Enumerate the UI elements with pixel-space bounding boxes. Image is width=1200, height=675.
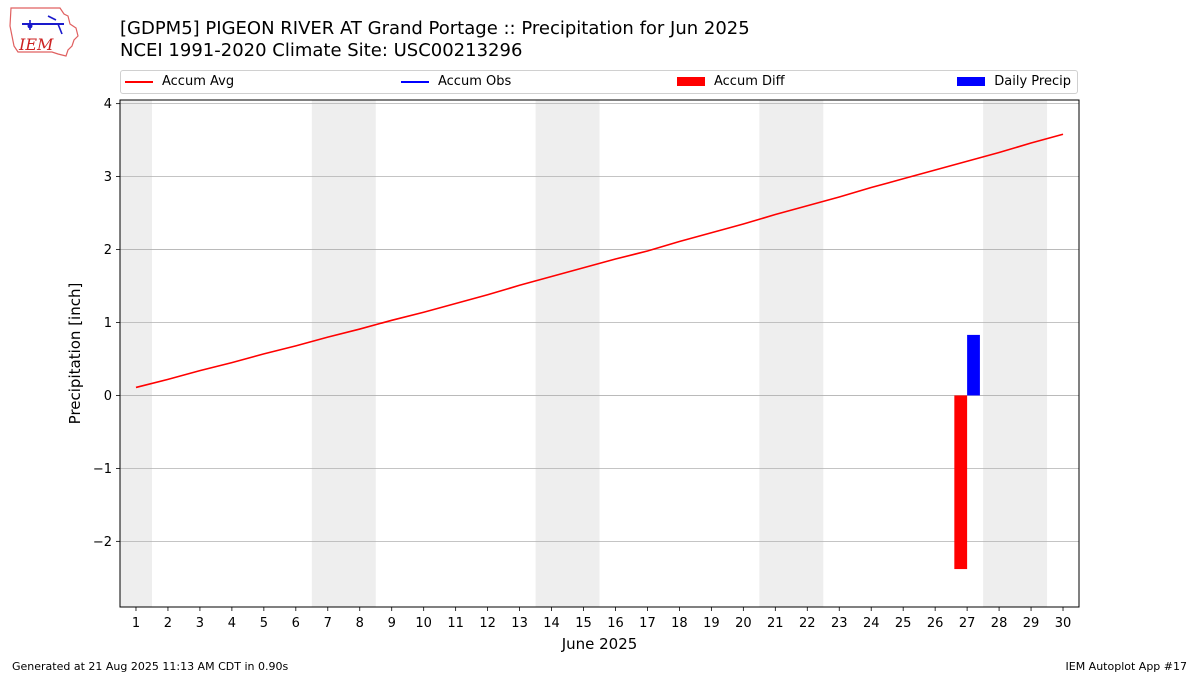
- x-tick-label: 6: [292, 616, 300, 631]
- x-tick-label: 27: [959, 616, 976, 631]
- x-tick-label: 17: [639, 616, 656, 631]
- chart-title-line1: [GDPM5] PIGEON RIVER AT Grand Portage ::…: [120, 18, 750, 39]
- x-tick-label: 4: [228, 616, 236, 631]
- x-tick-label: 12: [479, 616, 496, 631]
- legend-item-accum-diff: Accum Diff: [677, 74, 785, 89]
- legend-item-accum-obs: Accum Obs: [401, 74, 511, 89]
- x-tick-label: 23: [831, 616, 848, 631]
- weekend-shading: [120, 100, 152, 607]
- iem-logo: IEM: [9, 7, 79, 57]
- x-tick-label: 3: [196, 616, 204, 631]
- legend-label: Accum Obs: [438, 74, 512, 89]
- chart-legend: Accum Avg Accum Obs Accum Diff Daily Precip: [120, 70, 1078, 94]
- legend-swatch: [125, 80, 153, 83]
- x-tick-label: 22: [799, 616, 816, 631]
- plot-frame: [119, 99, 1080, 608]
- x-tick-label: 11: [447, 616, 464, 631]
- x-tick-label: 25: [895, 616, 912, 631]
- x-tick-label: 28: [991, 616, 1008, 631]
- x-tick-label: 20: [735, 616, 752, 631]
- series-line-accum-avg: [135, 133, 1064, 389]
- y-tick-label: 4: [104, 97, 112, 112]
- x-tick-label: 21: [767, 616, 784, 631]
- y-tick-label: −2: [93, 535, 112, 550]
- legend-label: Daily Precip: [994, 74, 1071, 89]
- logo-text: IEM: [18, 35, 54, 54]
- generated-timestamp: Generated at 21 Aug 2025 11:13 AM CDT in…: [12, 660, 289, 673]
- x-tick-label: 30: [1055, 616, 1072, 631]
- x-axis-label: June 2025: [561, 635, 638, 653]
- x-tick-label: 14: [543, 616, 560, 631]
- x-tick-label: 10: [415, 616, 432, 631]
- x-tick-label: 1: [132, 616, 140, 631]
- x-tick-label: 9: [388, 616, 396, 631]
- y-tick-label: −1: [93, 462, 112, 477]
- y-tick-label: 0: [104, 389, 112, 404]
- x-tick-label: 8: [356, 616, 364, 631]
- chart-title-line2: NCEI 1991-2020 Climate Site: USC00213296: [120, 40, 523, 61]
- x-tick-label: 24: [863, 616, 880, 631]
- y-tick-label: 1: [104, 316, 112, 331]
- weekend-shading: [311, 100, 376, 607]
- x-tick-label: 19: [703, 616, 720, 631]
- x-tick-label: 18: [671, 616, 688, 631]
- legend-item-daily-precip: Daily Precip: [957, 74, 1071, 89]
- weekend-shading: [759, 100, 824, 607]
- x-tick-label: 5: [260, 616, 268, 631]
- weekend-shading: [983, 100, 1048, 607]
- x-tick-label: 7: [324, 616, 332, 631]
- y-tick-label: 3: [104, 170, 112, 185]
- x-tick-label: 29: [1023, 616, 1040, 631]
- x-tick-label: 13: [511, 616, 528, 631]
- weekend-shading: [535, 100, 600, 607]
- legend-swatch: [677, 77, 705, 86]
- y-axis-label: Precipitation [inch]: [66, 283, 84, 425]
- legend-item-accum-avg: Accum Avg: [125, 74, 234, 89]
- x-tick-label: 2: [164, 616, 172, 631]
- x-tick-label: 15: [575, 616, 592, 631]
- x-tick-label: 16: [607, 616, 624, 631]
- legend-label: Accum Avg: [162, 74, 235, 89]
- legend-swatch: [401, 80, 429, 83]
- y-tick-label: 2: [104, 243, 112, 258]
- legend-label: Accum Diff: [714, 74, 785, 89]
- x-tick-label: 26: [927, 616, 944, 631]
- legend-swatch: [957, 77, 986, 86]
- app-credit: IEM Autoplot App #17: [1065, 660, 1188, 673]
- bar-accum-diff: [954, 395, 968, 570]
- bar-daily-precip: [967, 334, 980, 396]
